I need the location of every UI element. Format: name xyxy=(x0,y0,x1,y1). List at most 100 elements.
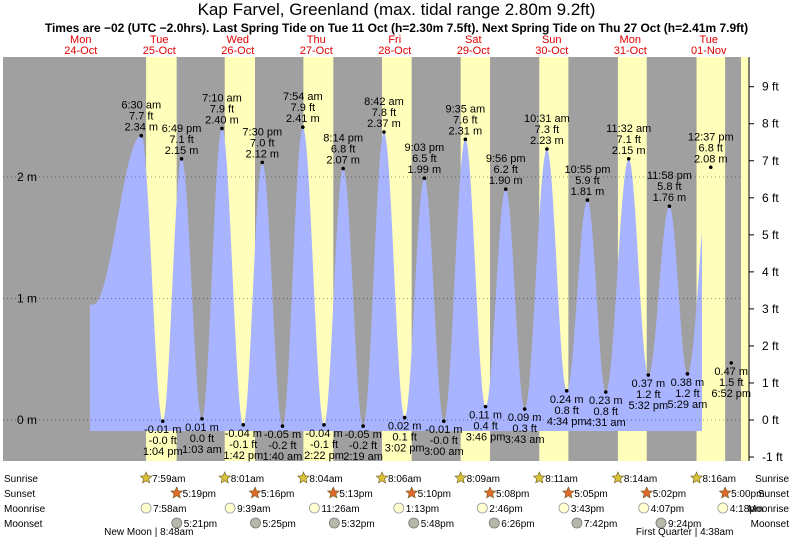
tide-ft-label: 7.9 ft xyxy=(291,102,315,114)
tide-labels: 6:30 am7.7 ft2.34 m-0.01 m-0.0 ft1:04 pm… xyxy=(121,91,751,463)
tide-ft-label: -0.0 ft xyxy=(149,435,177,447)
tide-m-label: 2.41 m xyxy=(286,113,320,125)
tide-extreme-dot xyxy=(322,423,326,427)
sunrise-time: 8:09am xyxy=(467,474,500,485)
tide-ft-label: -0.1 ft xyxy=(310,439,338,451)
sunrise-icon xyxy=(139,471,153,484)
sunset-time: 5:16pm xyxy=(261,489,294,500)
right-axis-tick: 3 ft xyxy=(762,302,779,316)
tide-ft-label: -0.1 ft xyxy=(229,439,257,451)
right-axis-tick: 5 ft xyxy=(762,228,779,242)
right-axis-tick: 4 ft xyxy=(762,265,779,279)
tide-ft-label: 0.0 ft xyxy=(190,433,214,445)
day-date-label: 30-Oct xyxy=(535,45,568,57)
tide-m-label: 0.23 m xyxy=(589,395,623,407)
tide-extreme-dot xyxy=(179,156,184,161)
tide-ft-label: 0.3 ft xyxy=(512,423,536,435)
tide-m-label: 2.15 m xyxy=(165,145,199,157)
tide-time-label: 8:42 am xyxy=(364,96,404,108)
moonrise-icon xyxy=(717,502,729,514)
sunrise-time: 8:04am xyxy=(309,474,342,485)
sunrise-icon xyxy=(611,471,625,484)
moon-phase-label: First Quarter | 4:38am xyxy=(636,527,734,538)
tide-ft-label: 7.6 ft xyxy=(453,114,477,126)
day-name-label: Tue xyxy=(150,34,169,46)
moonset-icon xyxy=(171,517,183,529)
tide-m-label: 0.01 m xyxy=(185,422,219,434)
left-axis-tick: 1 m xyxy=(17,292,37,306)
tide-time-label: 1:04 pm xyxy=(143,446,183,458)
tide-time-label: 10:31 am xyxy=(524,113,570,125)
tide-ft-label: -0.0 ft xyxy=(430,435,458,447)
moon-phase-label: New Moon | 8:48am xyxy=(104,527,193,538)
right-axis-tick: -1 ft xyxy=(762,450,783,464)
chart-axes: 0 m 1 m 2 m -1 ft 0 ft 1 ft 2 ft 3 ft 4 ft 5 ft 6 … xyxy=(17,57,783,464)
day-date-label: 29-Oct xyxy=(457,45,490,57)
sunset-time: 5:13pm xyxy=(339,489,372,500)
tide-ft-label: 0.1 ft xyxy=(392,432,416,444)
sunset-time: 5:05pm xyxy=(574,489,607,500)
left-axis-tick: 2 m xyxy=(17,170,37,184)
tide-extreme-dot xyxy=(382,130,386,134)
tide-extreme-dot xyxy=(503,187,508,191)
moonset-icon xyxy=(408,517,420,529)
day-name-label: Mon xyxy=(70,34,91,46)
tide-extreme-dot xyxy=(667,204,672,208)
moonset-icon xyxy=(328,517,340,529)
tide-ft-label: 6.2 ft xyxy=(493,164,517,176)
tide-extreme-dot xyxy=(341,166,345,171)
moonset-time: 5:25pm xyxy=(262,519,295,530)
moonset-time: 5:21pm xyxy=(184,519,217,530)
tide-time-label: 4:34 pm xyxy=(547,416,587,428)
moonset-time: 7:42pm xyxy=(584,519,617,530)
moonrise-time: 7:58am xyxy=(153,504,186,515)
day-date-label: 01-Nov xyxy=(691,45,727,57)
sunset-icon xyxy=(561,486,575,499)
tide-ft-label: 0.4 ft xyxy=(473,421,497,433)
moonrise-icon xyxy=(476,502,488,514)
day-name-label: Mon xyxy=(620,34,641,46)
tide-m-label: 2.07 m xyxy=(326,154,360,166)
tide-time-label: 3:02 pm xyxy=(385,443,425,455)
moonrise-icon xyxy=(140,502,152,514)
moonrise-time: 9:39am xyxy=(237,504,270,515)
tide-time-label: 7:10 am xyxy=(202,92,242,104)
tide-time-label: 11:58 pm xyxy=(647,170,692,182)
tide-m-label: 2.12 m xyxy=(245,148,279,160)
tide-ft-label: 7.3 ft xyxy=(535,124,559,136)
tide-extreme-dot xyxy=(463,137,468,142)
moonrise-icon xyxy=(558,502,570,514)
tide-extreme-dot xyxy=(200,416,204,421)
right-axis-tick: 2 ft xyxy=(762,339,779,353)
sunset-time: 5:08pm xyxy=(496,489,529,500)
tide-extreme-dot xyxy=(522,407,527,411)
tide-time-label: 1:40 am xyxy=(263,451,303,463)
tide-time-label: 6:52 pm xyxy=(711,388,751,400)
tide-ft-label: 7.8 ft xyxy=(372,107,396,119)
day-name-label: Wed xyxy=(227,34,249,46)
day-name-label: Fri xyxy=(388,34,401,46)
tide-m-label: -0.01 m xyxy=(425,424,462,436)
moonset-time: 9:24pm xyxy=(668,519,701,530)
moonrise-time: 3:43pm xyxy=(571,504,604,515)
tide-time-label: 3:46 pm xyxy=(466,432,506,444)
tide-m-label: 2.40 m xyxy=(205,114,239,126)
day-date-label: 27-Oct xyxy=(300,45,333,57)
day-date-label: 24-Oct xyxy=(64,45,97,57)
sunrise-time: 8:16am xyxy=(703,474,736,485)
moonrise-icon xyxy=(393,502,405,514)
left-axis-tick: 0 m xyxy=(17,413,37,427)
tide-extreme-dot xyxy=(442,419,446,424)
tide-extreme-dot xyxy=(301,125,305,129)
tide-extreme-dot xyxy=(241,423,246,427)
moonrise-time: 4:07pm xyxy=(651,504,684,515)
tide-extreme-dot xyxy=(564,389,569,393)
tide-ft-label: 0.8 ft xyxy=(554,405,578,417)
tide-m-label: 2.23 m xyxy=(530,135,564,147)
tide-m-label: 1.81 m xyxy=(571,186,605,198)
tide-ft-label: -0.2 ft xyxy=(349,440,377,452)
day-date-label: 26-Oct xyxy=(221,45,254,57)
tide-m-label: -0.01 m xyxy=(144,424,181,436)
tide-ft-label: 7.0 ft xyxy=(250,137,274,149)
